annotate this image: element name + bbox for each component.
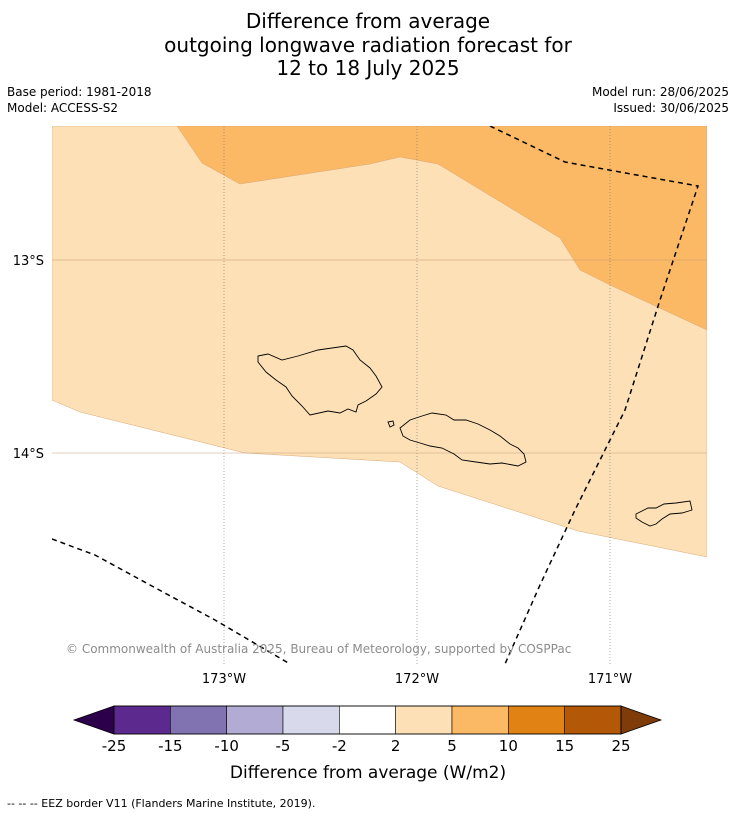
manono-island: [387, 420, 395, 428]
colorbar: -25 -15 -10 -5 -2 2 5 10 15 25 Difference from av…: [72, 705, 663, 783]
upolu-island: [399, 412, 527, 467]
colorbar-tick-label: 5: [447, 737, 457, 755]
issued-date: Issued: 30/06/2025: [613, 101, 729, 115]
colorbar-segment: [564, 705, 622, 735]
lon-label-173w: 173°W: [202, 672, 246, 687]
colorbar-tick-label: 10: [499, 737, 518, 755]
colorbar-segment: [451, 705, 509, 735]
anomaly-band-2-to-5: [52, 126, 707, 558]
eez-footnote: -- -- -- EEZ border V11 (Flanders Marine…: [7, 797, 316, 810]
land-outlines: [257, 345, 693, 527]
colorbar-segments: [113, 705, 622, 735]
colorbar-segment: [170, 705, 227, 735]
colorbar-extend-high: [620, 705, 663, 735]
latitude-labels: 13°S 14°S: [13, 254, 44, 462]
colorbar-segment: [226, 705, 284, 735]
base-period: Base period: 1981-2018: [7, 85, 152, 99]
colorbar-frame: [113, 705, 622, 735]
colorbar-segment: [508, 705, 565, 735]
savaii-island: [257, 345, 383, 416]
eez-border: [52, 126, 699, 664]
colorbar-segment: [282, 705, 340, 735]
anomaly-band-5-to-10: [176, 126, 707, 331]
colorbar-tick-label: 2: [391, 737, 401, 755]
copyright-credit: © Commonwealth of Australia 2025, Bureau…: [66, 642, 571, 656]
colorbar-tick-label: -25: [102, 737, 127, 755]
eez-border-line-southwest: [52, 538, 291, 664]
colorbar-segment: [339, 705, 396, 735]
lat-label-14s: 14°S: [13, 447, 44, 462]
longitude-labels: 173°W 172°W 171°W: [202, 672, 632, 687]
colorbar-title: Difference from average (W/m2): [230, 763, 506, 783]
title-line-2: outgoing longwave radiation forecast for: [164, 33, 572, 57]
lat-label-13s: 13°S: [13, 254, 44, 269]
model-run: Model run: 28/06/2025: [591, 85, 729, 99]
forecast-map: © Commonwealth of Australia 2025, Bureau…: [13, 126, 707, 783]
colorbar-tick-label: 15: [555, 737, 574, 755]
colorbar-tick-label: -15: [158, 737, 183, 755]
colorbar-segment: [113, 705, 171, 735]
map-area: © Commonwealth of Australia 2025, Bureau…: [52, 126, 707, 664]
colorbar-segment: [395, 705, 453, 735]
title-line-3: 12 to 18 July 2025: [276, 56, 460, 80]
gridlines: [52, 126, 707, 664]
colorbar-tick-label: -10: [214, 737, 239, 755]
model-name: Model: ACCESS-S2: [7, 101, 119, 115]
lon-label-172w: 172°W: [395, 672, 439, 687]
colorbar-ticks: -25 -15 -10 -5 -2 2 5 10 15 25: [102, 737, 631, 755]
colorbar-tick-label: 25: [611, 737, 630, 755]
colorbar-extend-low: [72, 705, 115, 735]
eez-border-line-east: [489, 126, 699, 664]
lon-label-171w: 171°W: [588, 672, 632, 687]
title-line-1: Difference from average: [245, 9, 491, 33]
tutuila-island: [635, 500, 693, 527]
colorbar-tick-label: -2: [332, 737, 347, 755]
colorbar-tick-label: -5: [276, 737, 291, 755]
